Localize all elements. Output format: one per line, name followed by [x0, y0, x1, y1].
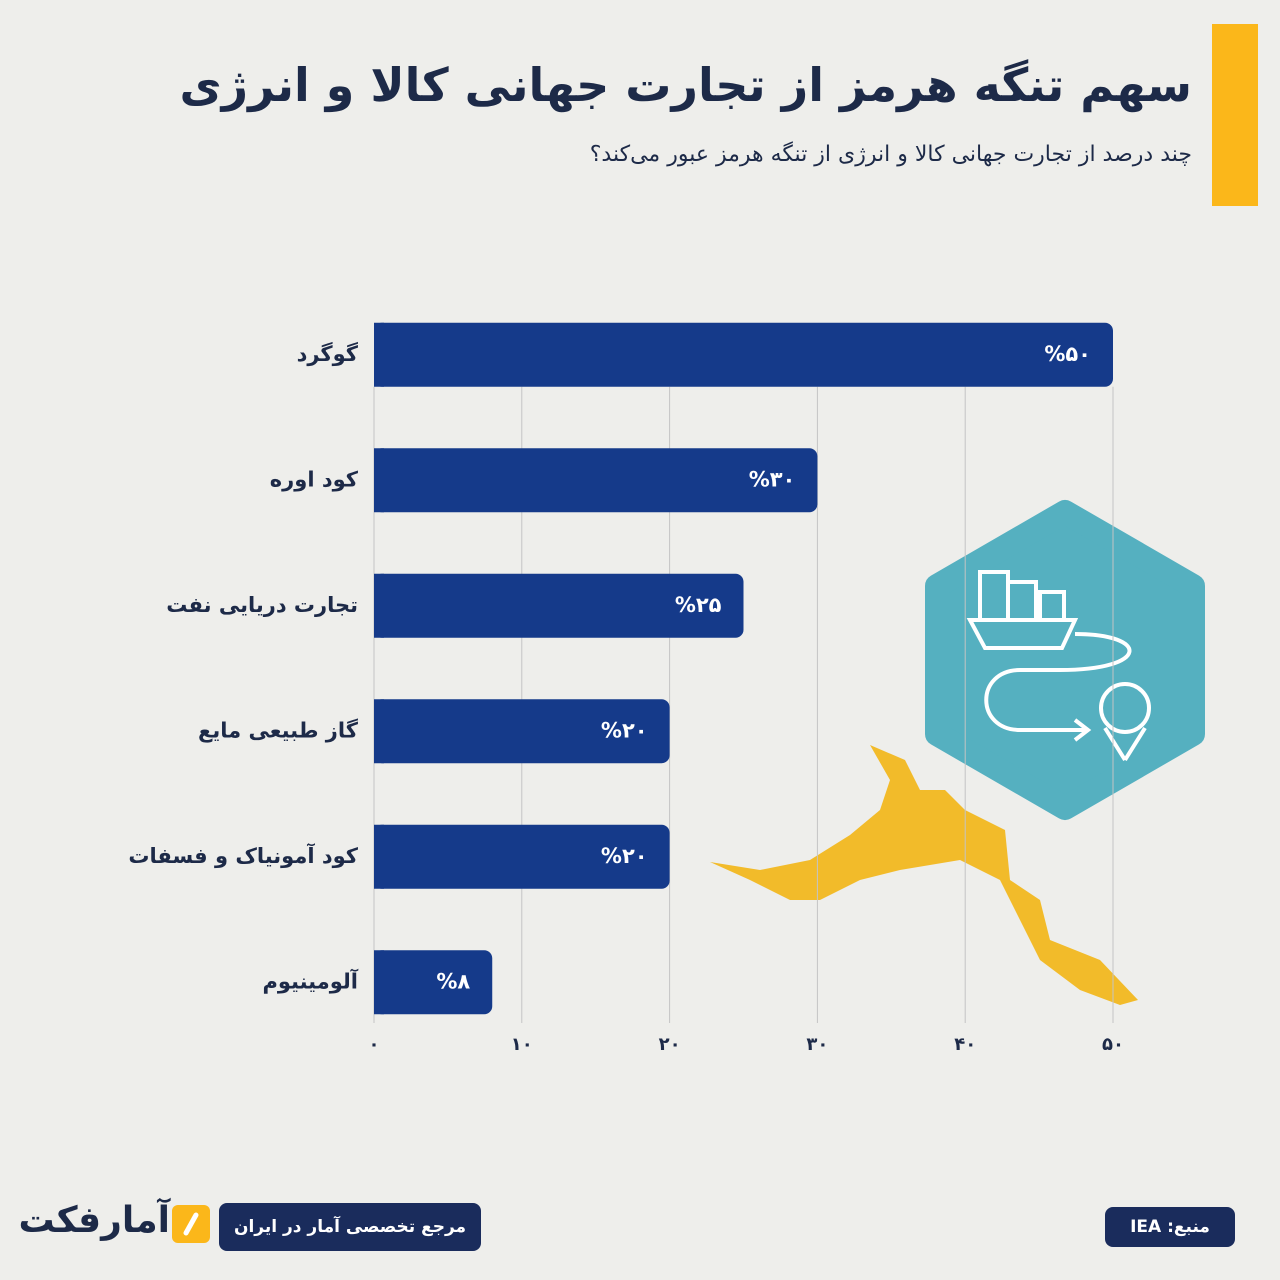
ship-icon — [966, 570, 1151, 762]
category-label: تجارت دریایی نفت — [166, 593, 358, 617]
title: سهم تنگه هرمز از تجارت جهانی کالا و انرژ… — [179, 58, 1192, 112]
map-shape — [710, 745, 1138, 1005]
icon-hexagon — [925, 500, 1205, 820]
x-tick-label: ۰ — [369, 1034, 380, 1055]
x-tick-label: ۳۰ — [806, 1034, 828, 1055]
bar — [374, 322, 1113, 387]
bar-edge — [374, 448, 384, 513]
category-label: آلومینیوم — [262, 968, 358, 993]
x-tick-label: ۱۰ — [511, 1034, 533, 1055]
subtitle: چند درصد از تجارت جهانی کالا و انرژی از … — [589, 142, 1192, 167]
x-tick-label: ۲۰ — [659, 1034, 681, 1055]
bar — [374, 573, 744, 638]
bar-edge — [374, 699, 384, 764]
bar — [374, 699, 670, 764]
category-label: گوگرد — [297, 341, 359, 366]
bar-edge — [374, 322, 384, 387]
bar-edge — [374, 573, 384, 638]
bar — [374, 950, 493, 1015]
source: منبع: IEA — [1105, 1207, 1235, 1247]
value-label: %۳۰ — [749, 467, 796, 491]
tagline: مرجع تخصصی آمار در ایران — [219, 1203, 481, 1251]
accent-bar — [1212, 24, 1258, 206]
value-label: %۲۰ — [601, 718, 648, 742]
bar-edge — [374, 950, 384, 1015]
bar-edge — [374, 824, 384, 889]
x-tick-label: ۴۰ — [954, 1034, 976, 1055]
category-label: کود آمونیاک و فسفات — [128, 843, 358, 868]
brand-icon — [172, 1205, 210, 1243]
brand: آمارفکت — [18, 1200, 171, 1241]
value-label: %۲۰ — [601, 844, 648, 868]
bar — [374, 824, 670, 889]
x-tick-label: ۵۰ — [1102, 1034, 1124, 1055]
value-label: %۵۰ — [1044, 342, 1091, 366]
category-label: کود اوره — [270, 467, 359, 491]
category-label: گاز طبیعی مایع — [198, 717, 359, 742]
value-label: %۸ — [436, 969, 470, 993]
value-label: %۲۵ — [675, 593, 722, 617]
bar — [374, 448, 818, 513]
